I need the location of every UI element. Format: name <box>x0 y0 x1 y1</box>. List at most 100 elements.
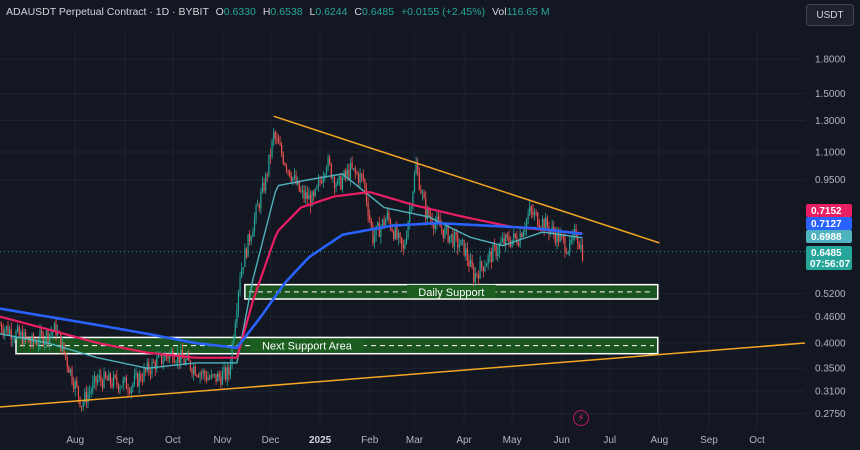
candle <box>141 373 144 386</box>
candle-body <box>538 225 540 228</box>
high-label: H <box>262 6 271 18</box>
candle-body <box>229 364 232 376</box>
x-tick-label: Mar <box>406 435 424 446</box>
candle <box>505 233 507 252</box>
candle-body <box>114 375 116 377</box>
candle <box>313 189 315 202</box>
candle <box>37 337 40 352</box>
candle <box>273 128 275 147</box>
candle-body <box>396 226 398 239</box>
candle <box>253 212 256 237</box>
candle-body <box>15 331 17 339</box>
candle-body <box>327 157 329 168</box>
candle-body <box>111 383 113 387</box>
candle-body <box>39 330 41 344</box>
candle <box>537 211 539 227</box>
low-label: L <box>309 6 316 18</box>
price-badge-countdown: 07:56:07 <box>810 259 850 270</box>
candle-body <box>365 188 368 203</box>
candle-body <box>202 370 204 374</box>
candle <box>268 154 270 178</box>
x-tick-label: Oct <box>165 435 181 446</box>
candle-body <box>412 191 414 207</box>
y-tick-label: 0.9500 <box>815 175 846 186</box>
candle <box>452 229 454 249</box>
candle <box>529 199 531 217</box>
candle <box>1 321 3 335</box>
candle-body <box>119 387 121 391</box>
candle <box>287 169 289 176</box>
candle-body <box>311 191 313 207</box>
candle-body <box>143 368 145 381</box>
candle <box>249 230 251 246</box>
grid <box>0 30 805 428</box>
candle-body <box>477 274 480 279</box>
candle-body <box>329 157 331 164</box>
x-tick-label: Sep <box>116 435 134 446</box>
candle-body <box>287 169 289 171</box>
candle-body <box>474 273 476 283</box>
candle-body <box>263 183 265 191</box>
candle <box>124 376 126 383</box>
candle-body <box>340 175 342 190</box>
candle <box>45 328 48 349</box>
candle-body <box>532 210 534 216</box>
candle <box>209 374 211 380</box>
candle-body <box>101 380 104 388</box>
candle <box>129 387 131 396</box>
y-axis[interactable]: 1.8000 1.5000 1.3000 1.1000 0.9500 0.5200 0.46… <box>815 55 846 421</box>
candle <box>236 303 238 328</box>
candle-body <box>524 228 526 232</box>
candle-body <box>236 310 238 324</box>
candle <box>439 212 441 228</box>
candle <box>194 363 196 376</box>
candle <box>193 362 195 381</box>
candle-body <box>213 373 216 375</box>
ma-teal-line <box>0 173 583 369</box>
candle <box>457 230 459 255</box>
candle <box>333 175 336 195</box>
candle <box>397 229 400 246</box>
candle <box>295 170 297 186</box>
candle <box>71 365 73 386</box>
candle-body <box>537 212 539 226</box>
candle-body <box>492 245 494 262</box>
candle <box>292 176 294 186</box>
candle-body <box>306 192 308 200</box>
candle-body <box>546 217 548 227</box>
candle-body <box>487 255 489 264</box>
candle <box>229 359 232 380</box>
candle <box>199 370 201 384</box>
currency-button[interactable]: USDT <box>806 4 854 26</box>
candle <box>105 371 107 380</box>
candle-body <box>452 234 454 247</box>
candle <box>450 234 452 243</box>
candle-body <box>500 241 502 245</box>
candle <box>386 208 388 222</box>
candle <box>418 167 420 191</box>
y-tick-label: 1.8000 <box>815 55 846 66</box>
trendline[interactable] <box>0 342 806 408</box>
candle-body <box>124 377 126 380</box>
lightning-icon[interactable]: ⚡ <box>573 410 589 426</box>
candle <box>353 168 355 171</box>
candle-body <box>330 163 332 179</box>
candle <box>82 399 84 412</box>
x-axis[interactable]: Aug Sep Oct Nov Dec 2025 Feb Mar Apr May Jun Jul Aug… <box>66 435 765 446</box>
candle-body <box>417 163 419 172</box>
candle-body <box>215 373 217 382</box>
candle-body <box>5 325 8 330</box>
candle-body <box>322 177 324 183</box>
low-value: 0.6244 <box>315 6 348 18</box>
candle-body <box>57 331 59 336</box>
candle <box>521 232 523 238</box>
y-tick-label: 0.2750 <box>815 409 846 420</box>
trendline[interactable] <box>273 115 660 244</box>
candle <box>204 368 206 382</box>
candle-body <box>569 240 571 252</box>
candle-body <box>525 219 528 229</box>
candle-body <box>317 179 320 186</box>
candle <box>500 236 502 245</box>
candle-body <box>162 360 164 364</box>
